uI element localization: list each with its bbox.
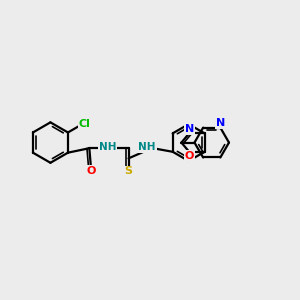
Text: N: N xyxy=(184,124,194,134)
Text: NH: NH xyxy=(99,142,116,152)
Text: N: N xyxy=(216,118,225,128)
Text: Cl: Cl xyxy=(78,118,90,128)
Text: NH: NH xyxy=(138,142,156,152)
Text: S: S xyxy=(124,167,133,176)
Text: O: O xyxy=(184,151,194,161)
Text: O: O xyxy=(86,166,95,176)
